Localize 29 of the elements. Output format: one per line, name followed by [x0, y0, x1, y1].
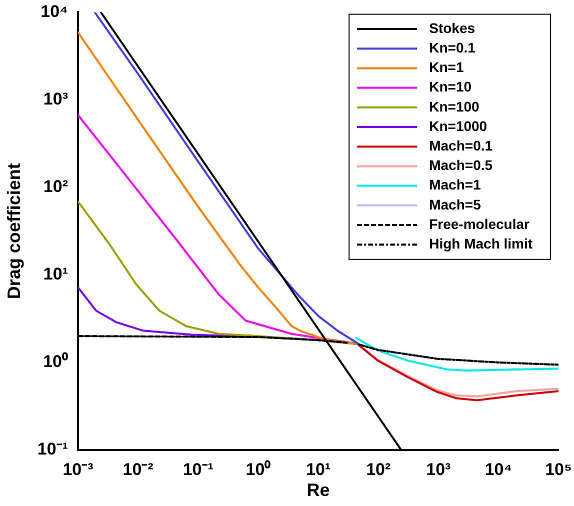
legend-label: Kn=1 [429, 59, 464, 76]
y-tick-label: 10⁰ [43, 352, 68, 372]
legend-label: High Mach limit [429, 235, 533, 252]
legend-label: Mach=1 [429, 176, 482, 193]
y-tick-label: 10¹ [43, 264, 68, 284]
y-tick-label: 10² [43, 177, 68, 196]
x-tick-label: 10⁻¹ [182, 460, 214, 479]
legend-label: Free-molecular [429, 216, 530, 232]
x-tick-label: 10³ [426, 460, 452, 479]
legend-label: Stokes [429, 20, 476, 36]
x-tick-label: 10² [366, 460, 391, 479]
x-tick-label: 10⁴ [484, 460, 512, 479]
legend-label: Kn=10 [429, 78, 472, 95]
legend-label: Kn=100 [429, 98, 480, 114]
y-tick-label: 10³ [43, 89, 68, 108]
y-tick-label: 10⁴ [40, 2, 68, 21]
legend-label: Mach=0.5 [429, 157, 493, 174]
x-tick-label: 10¹ [306, 460, 331, 479]
x-axis-title: Re [306, 480, 330, 500]
y-tick-label: 10⁻¹ [37, 440, 68, 459]
x-tick-label: 10⁻³ [62, 460, 94, 479]
y-axis-title: Drag coefficient [4, 163, 24, 300]
legend-label: Kn=1000 [429, 118, 488, 134]
x-tick-label: 10⁵ [545, 460, 572, 479]
legend-label: Mach=0.1 [429, 137, 493, 154]
legend-label: Kn=0.1 [429, 39, 476, 56]
legend-label: Mach=5 [429, 196, 482, 212]
x-tick-label: 10⁰ [246, 460, 271, 479]
x-tick-label: 10⁻² [122, 460, 154, 479]
